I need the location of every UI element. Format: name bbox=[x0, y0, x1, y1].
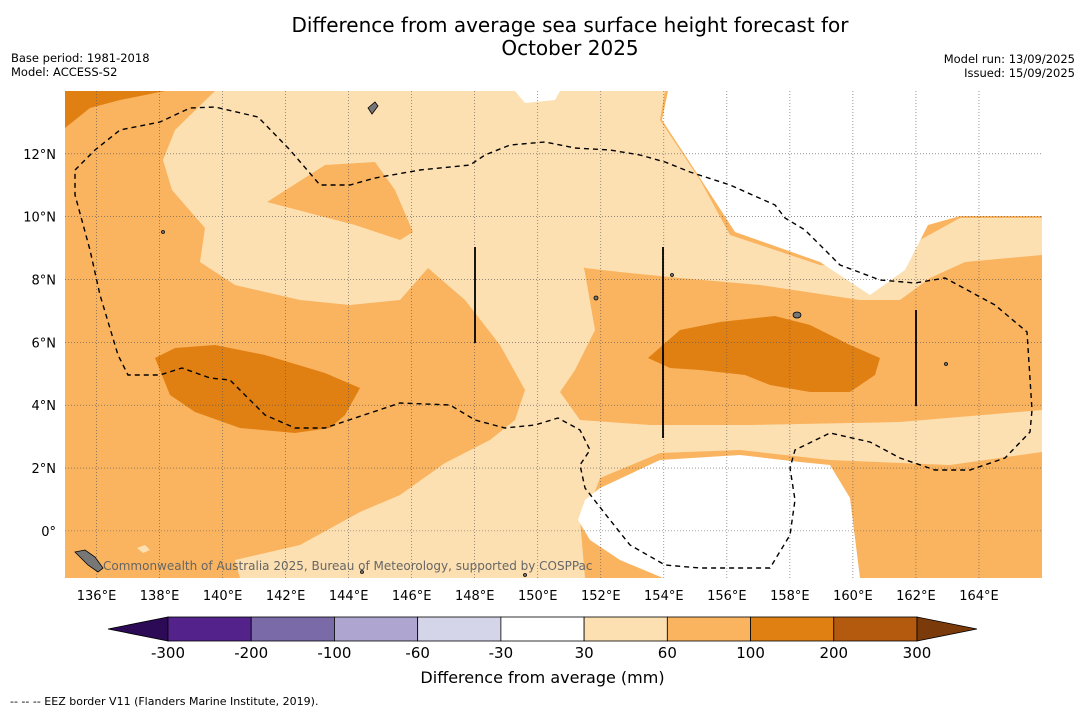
anomaly-100-200-west bbox=[155, 345, 360, 433]
colorbar-tick-label: -100 bbox=[317, 644, 351, 662]
colorbar-segment bbox=[500, 616, 585, 642]
model-run: Model run: 13/09/2025 bbox=[943, 52, 1075, 66]
colorbar-tick-label: 60 bbox=[658, 644, 677, 662]
anomaly-white-south bbox=[578, 455, 860, 578]
lat-tick-label: 6°N bbox=[32, 336, 57, 351]
lat-tick-label: 2°N bbox=[32, 462, 57, 477]
anomaly-100-200-top-left bbox=[65, 91, 165, 128]
colorbar-segment bbox=[334, 616, 419, 642]
lat-tick-label: 10°N bbox=[23, 211, 56, 226]
colorbar-segment bbox=[750, 616, 835, 642]
colorbar-tick-label: -60 bbox=[405, 644, 430, 662]
lon-tick-label: 164°E bbox=[959, 589, 999, 604]
lon-tick-label: 156°E bbox=[707, 589, 747, 604]
title-line-2: October 2025 bbox=[501, 36, 639, 60]
lat-tick-label: 12°N bbox=[23, 148, 56, 163]
meta-right: Model run: 13/09/2025 Issued: 15/09/2025 bbox=[944, 52, 1075, 80]
map-title: Difference from average sea surface heig… bbox=[0, 14, 1085, 60]
lon-tick-label: 140°E bbox=[203, 589, 243, 604]
title-line-1: Difference from average sea surface heig… bbox=[291, 13, 849, 37]
colorbar-extend-low bbox=[107, 616, 169, 642]
islands bbox=[74, 101, 948, 577]
lon-tick-label: 150°E bbox=[518, 589, 558, 604]
island-small-3 bbox=[670, 273, 674, 277]
island-palau bbox=[74, 549, 104, 573]
colorbar: -300 -200 -100 -60 -30 30 60 100 200 300 bbox=[107, 616, 978, 662]
lon-tick-label: 152°E bbox=[581, 589, 621, 604]
colorbar-segment bbox=[833, 616, 918, 642]
lon-tick-label: 162°E bbox=[896, 589, 936, 604]
model-name: Model: ACCESS-S2 bbox=[11, 65, 118, 79]
eez-footer-note: -- -- -- EEZ border V11 (Flanders Marine… bbox=[10, 695, 319, 708]
island-guam-north bbox=[367, 101, 379, 115]
longitude-ticks: 136°E 138°E 140°E 142°E 144°E 146°E 148°E 150°E… bbox=[77, 589, 999, 604]
lon-tick-label: 154°E bbox=[644, 589, 684, 604]
colorbar-tick-label: -30 bbox=[489, 644, 514, 662]
island-small-2 bbox=[593, 295, 599, 301]
anomaly-30-60-blob bbox=[137, 545, 150, 553]
copyright-text: Commonwealth of Australia 2025, Bureau o… bbox=[103, 559, 593, 573]
colorbar-segment bbox=[666, 616, 751, 642]
colorbar-label: Difference from average (mm) bbox=[420, 668, 665, 687]
lon-tick-label: 148°E bbox=[455, 589, 495, 604]
colorbar-tick-label: -200 bbox=[234, 644, 268, 662]
island-small-1 bbox=[161, 230, 165, 234]
lat-tick-label: 8°N bbox=[32, 274, 57, 289]
issued-date: Issued: 15/09/2025 bbox=[964, 66, 1075, 80]
lon-tick-label: 146°E bbox=[392, 589, 432, 604]
base-period: Base period: 1981-2018 bbox=[11, 51, 150, 65]
colorbar-extend-high bbox=[916, 616, 978, 642]
colorbar-tick-label: 200 bbox=[819, 644, 848, 662]
colorbar-tick-label: 100 bbox=[736, 644, 765, 662]
latitude-ticks: 12°N 10°N 8°N 6°N 4°N 2°N 0° bbox=[23, 148, 56, 540]
colorbar-segment bbox=[250, 616, 335, 642]
island-small-5 bbox=[360, 570, 364, 574]
lon-tick-label: 144°E bbox=[329, 589, 369, 604]
anomaly-60-100-north bbox=[267, 162, 413, 240]
map-area: Commonwealth of Australia 2025, Bureau o… bbox=[65, 91, 1042, 578]
colorbar-tick-label: -300 bbox=[151, 644, 185, 662]
lon-tick-label: 160°E bbox=[833, 589, 873, 604]
colorbar-tick-label: 300 bbox=[903, 644, 932, 662]
island-pohnpei bbox=[792, 311, 802, 319]
eez-border bbox=[74, 106, 1033, 569]
lat-tick-label: 4°N bbox=[32, 399, 57, 414]
anomaly-white-east bbox=[662, 91, 1042, 295]
colorbar-segment bbox=[417, 616, 502, 642]
lon-tick-label: 158°E bbox=[770, 589, 810, 604]
lon-tick-label: 138°E bbox=[140, 589, 180, 604]
lon-tick-label: 136°E bbox=[77, 589, 117, 604]
lon-tick-label: 142°E bbox=[266, 589, 306, 604]
colorbar-segment bbox=[583, 616, 668, 642]
island-small-6 bbox=[523, 573, 527, 577]
anomaly-100-200-east bbox=[648, 316, 880, 392]
lat-tick-label: 0° bbox=[41, 525, 56, 540]
colorbar-segment bbox=[167, 616, 252, 642]
colorbar-tick-label: 30 bbox=[575, 644, 594, 662]
meta-left: Base period: 1981-2018 Model: ACCESS-S2 bbox=[11, 51, 150, 79]
island-small-4 bbox=[944, 362, 948, 366]
vertical-markers bbox=[474, 247, 917, 438]
